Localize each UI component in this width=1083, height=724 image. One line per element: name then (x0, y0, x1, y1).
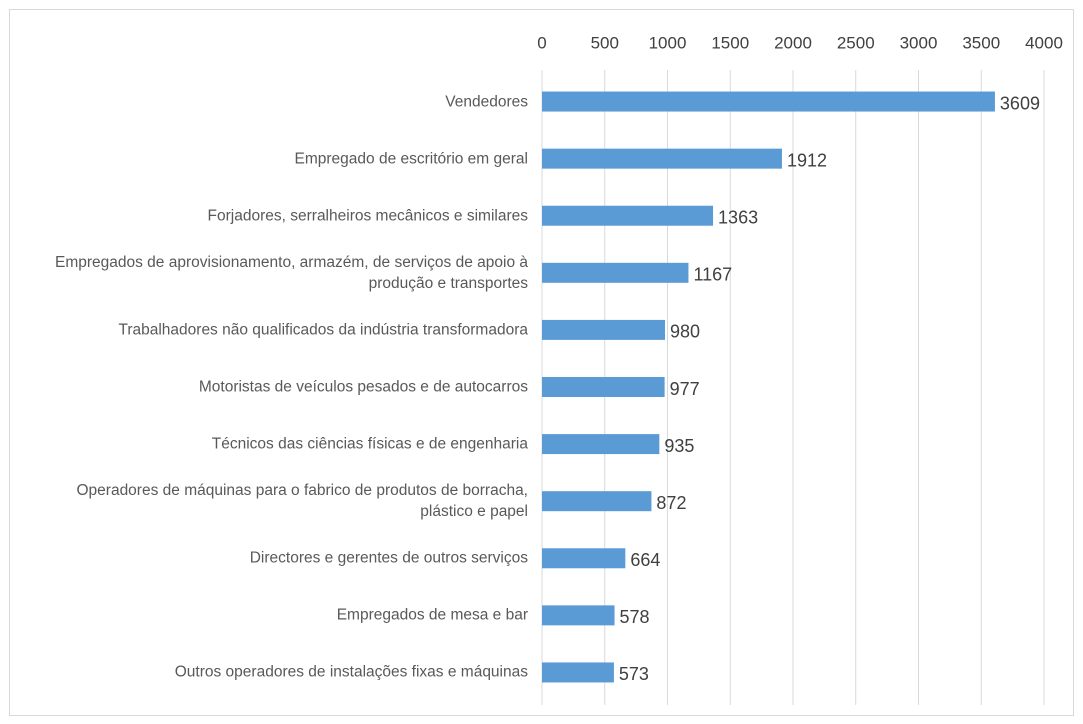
data-label: 980 (670, 322, 700, 342)
y-tick-label: Outros operadores de instalações fixas e… (174, 663, 528, 681)
x-tick-label: 500 (591, 33, 619, 52)
chart-border (9, 9, 1074, 716)
y-tick-label: Operadores de máquinas para o fabrico de… (76, 482, 528, 521)
y-tick-label: Empregados de mesa e bar (336, 606, 528, 624)
bar (542, 662, 614, 683)
data-label: 3609 (1000, 93, 1040, 113)
bar (542, 91, 995, 112)
bar (542, 605, 615, 626)
y-tick-label: Técnicos das ciências físicas e de engen… (211, 435, 528, 453)
x-tick-label: 2500 (837, 33, 875, 52)
x-tick-label: 1500 (711, 33, 749, 52)
x-tick-label: 1000 (649, 33, 687, 52)
data-label: 1167 (693, 265, 732, 285)
data-label: 977 (670, 379, 700, 399)
data-label: 935 (664, 436, 694, 456)
bar (542, 491, 652, 512)
bar (542, 377, 665, 397)
x-tick-label: 0 (537, 33, 546, 52)
data-label: 664 (630, 550, 660, 570)
x-tick-label: 3000 (900, 33, 938, 52)
bar (542, 548, 626, 569)
bar (542, 319, 665, 340)
data-label: 1912 (787, 150, 827, 170)
bar (542, 262, 689, 283)
data-label: 1363 (718, 207, 758, 227)
y-tick-label: Trabalhadores não qualificados da indúst… (118, 321, 528, 339)
bar (542, 434, 660, 455)
y-tick-label: Vendedores (445, 93, 528, 111)
data-label: 578 (620, 607, 650, 627)
bar (542, 205, 714, 226)
y-tick-label: Empregados de aprovisionamento, armazém,… (54, 253, 528, 292)
x-tick-label: 3500 (962, 33, 1000, 52)
data-label: 573 (619, 664, 649, 684)
data-label: 872 (656, 493, 686, 513)
x-tick-label: 2000 (774, 33, 812, 52)
bar (542, 148, 782, 169)
y-tick-label: Forjadores, serralheiros mecânicos e sim… (207, 207, 528, 225)
y-tick-label: Empregado de escritório em geral (294, 150, 528, 168)
y-tick-label: Directores e gerentes de outros serviços (249, 549, 528, 567)
x-tick-label: 4000 (1025, 33, 1063, 52)
y-tick-label: Motoristas de veículos pesados e de auto… (198, 378, 528, 396)
